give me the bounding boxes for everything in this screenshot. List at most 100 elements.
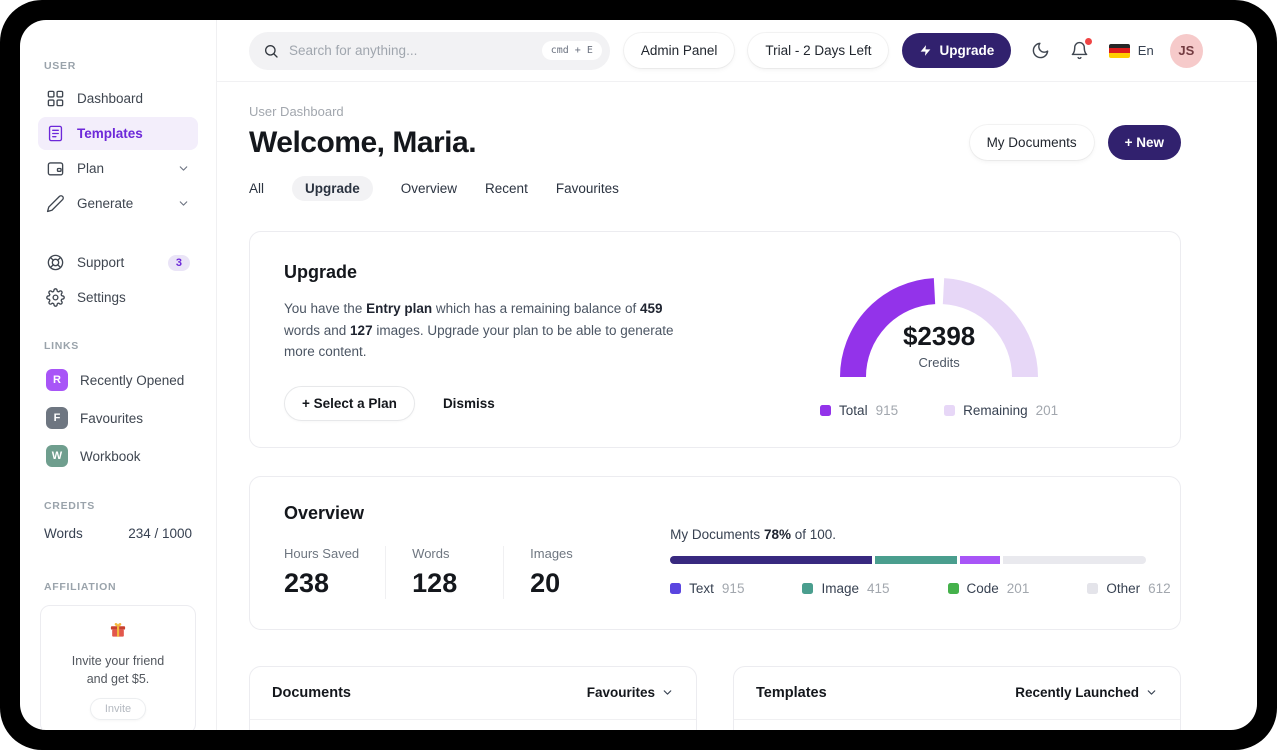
upgrade-button[interactable]: Upgrade bbox=[902, 33, 1012, 68]
sidebar-item-plan[interactable]: Plan bbox=[38, 152, 198, 185]
body-text: words and bbox=[284, 322, 351, 338]
body-text: images. Upgrade your plan to be able to … bbox=[284, 322, 674, 360]
trial-status-button[interactable]: Trial - 2 Days Left bbox=[748, 33, 889, 68]
sidebar-item-label: Generate bbox=[77, 196, 134, 211]
legend-value: 612 bbox=[1148, 580, 1171, 596]
document-list-item[interactable]: Untitled Document in Workbook bbox=[250, 720, 696, 730]
stat-label: Hours Saved bbox=[284, 545, 360, 561]
topbar: cmd + E Admin Panel Trial - 2 Days Left … bbox=[217, 20, 1257, 82]
sidebar-item-label: Support bbox=[77, 255, 125, 270]
stat-value: 128 bbox=[412, 567, 458, 598]
search-bar[interactable]: cmd + E bbox=[249, 31, 610, 70]
gauge-segment-remaining bbox=[942, 278, 1039, 378]
sidebar-item-label: Dashboard bbox=[77, 91, 144, 106]
tab-upgrade[interactable]: Upgrade bbox=[292, 176, 373, 201]
credits-gauge-chart: $2398 Credits bbox=[824, 265, 1054, 391]
stat-label: Images bbox=[530, 545, 573, 561]
tab-favourites[interactable]: Favourites bbox=[555, 181, 619, 196]
templates-card-header: Templates Recently Launched bbox=[734, 667, 1180, 720]
sidebar-item-generate[interactable]: Generate bbox=[38, 187, 198, 220]
sidebar-link-recently-opened[interactable]: R Recently Opened bbox=[38, 362, 198, 398]
affiliation-line1: Invite your friend bbox=[71, 654, 165, 668]
words-balance: 459 bbox=[639, 301, 663, 316]
sidebar-section-user: USER bbox=[44, 60, 76, 72]
affiliation-text: Invite your friend and get $5. bbox=[51, 652, 185, 688]
dismiss-button[interactable]: Dismiss bbox=[442, 395, 495, 411]
upgrade-card-text: Upgrade You have the Entry plan which ha… bbox=[284, 262, 732, 421]
sidebar-link-workbook[interactable]: W Workbook bbox=[38, 438, 198, 474]
upgrade-card-title: Upgrade bbox=[284, 262, 358, 282]
moon-icon bbox=[1032, 42, 1049, 59]
template-list-item[interactable]: Blog Post Title in Workbook bbox=[734, 720, 1180, 730]
legend-swatch bbox=[1087, 582, 1099, 594]
admin-panel-button[interactable]: Admin Panel bbox=[623, 33, 735, 68]
documents-progress-text: My Documents 78% of 100. bbox=[670, 527, 1146, 542]
breadcrumb: User Dashboard bbox=[249, 104, 344, 119]
lightning-icon bbox=[921, 45, 931, 56]
legend-label: Image bbox=[821, 580, 859, 596]
sidebar-item-support[interactable]: Support 3 bbox=[38, 246, 198, 279]
tab-overview[interactable]: Overview bbox=[400, 181, 458, 196]
gauge-label: Credits bbox=[918, 354, 960, 370]
filter-tabs: All Upgrade Overview Recent Favourites bbox=[249, 176, 1181, 201]
gauge-center-text: $2398 Credits bbox=[824, 321, 1054, 370]
language-label[interactable]: En bbox=[1137, 43, 1154, 58]
overview-stats-section: Overview Hours Saved 238 Words 128 Image… bbox=[284, 503, 622, 599]
sidebar-section-credits: CREDITS bbox=[44, 500, 95, 512]
sidebar-link-favourites[interactable]: F Favourites bbox=[38, 400, 198, 436]
sidebar-item-settings[interactable]: Settings bbox=[38, 281, 198, 314]
dark-mode-toggle[interactable] bbox=[1031, 41, 1050, 60]
legend-swatch bbox=[670, 582, 682, 594]
gauge-segment-total bbox=[840, 278, 936, 378]
germany-flag-icon[interactable] bbox=[1109, 43, 1130, 58]
sidebar-item-label: Workbook bbox=[80, 448, 141, 464]
sidebar-item-label: Recently Opened bbox=[80, 372, 185, 388]
pencil-icon bbox=[46, 195, 64, 213]
chevron-down-icon bbox=[179, 166, 188, 171]
legend-label: Code bbox=[966, 580, 999, 596]
legend-item-image: Image 415 bbox=[802, 580, 890, 596]
legend-item-remaining: Remaining 201 bbox=[944, 403, 1058, 418]
sidebar-section-links: LINKS bbox=[44, 340, 79, 352]
user-avatar[interactable]: JS bbox=[1169, 33, 1203, 68]
stat-images: Images 20 bbox=[530, 546, 622, 599]
app-window: USER Dashboard Templates Plan Generate S… bbox=[20, 20, 1257, 730]
link-initial-badge: F bbox=[46, 407, 68, 429]
sidebar-item-label: Settings bbox=[77, 290, 126, 305]
search-icon bbox=[265, 44, 278, 58]
legend-swatch bbox=[802, 582, 814, 594]
legend-value: 415 bbox=[866, 580, 890, 596]
my-documents-button[interactable]: My Documents bbox=[969, 125, 1094, 160]
flag-stripe-gold bbox=[1109, 52, 1130, 58]
gauge-svg bbox=[840, 278, 1039, 378]
filter-label: Favourites bbox=[586, 685, 655, 701]
bar-segment-code bbox=[960, 555, 1004, 564]
tab-recent[interactable]: Recent bbox=[485, 181, 528, 196]
select-plan-button[interactable]: + Select a Plan bbox=[284, 385, 415, 421]
notification-dot bbox=[1085, 38, 1093, 45]
notifications-button[interactable] bbox=[1070, 38, 1093, 60]
gift-icon bbox=[110, 623, 126, 637]
search-input[interactable] bbox=[289, 43, 532, 58]
documents-card-title: Documents bbox=[272, 684, 351, 701]
new-button[interactable]: + New bbox=[1107, 125, 1181, 160]
grid-icon bbox=[47, 90, 64, 107]
sidebar: USER Dashboard Templates Plan Generate S… bbox=[20, 20, 217, 730]
documents-filter-dropdown[interactable]: Favourites bbox=[587, 685, 674, 700]
wallet-icon bbox=[47, 162, 64, 176]
sidebar-item-templates[interactable]: Templates bbox=[38, 117, 198, 150]
upgrade-card: Upgrade You have the Entry plan which ha… bbox=[249, 231, 1181, 448]
link-initial-badge: R bbox=[46, 369, 68, 391]
invite-button[interactable]: Invite bbox=[89, 698, 147, 721]
legend-value: 201 bbox=[1035, 402, 1059, 418]
upgrade-card-actions: + Select a Plan Dismiss bbox=[284, 385, 732, 421]
flag-stripe-red bbox=[1109, 48, 1130, 53]
sidebar-item-dashboard[interactable]: Dashboard bbox=[38, 82, 198, 115]
affiliation-card: Invite your friend and get $5. Invite bbox=[40, 605, 196, 730]
body-text: You have the bbox=[284, 301, 367, 316]
tab-all[interactable]: All bbox=[249, 181, 265, 196]
templates-filter-dropdown[interactable]: Recently Launched bbox=[1015, 685, 1158, 700]
overview-card: Overview Hours Saved 238 Words 128 Image… bbox=[249, 475, 1181, 630]
stat-value: 238 bbox=[284, 567, 330, 598]
progress-text: of 100. bbox=[790, 526, 837, 542]
